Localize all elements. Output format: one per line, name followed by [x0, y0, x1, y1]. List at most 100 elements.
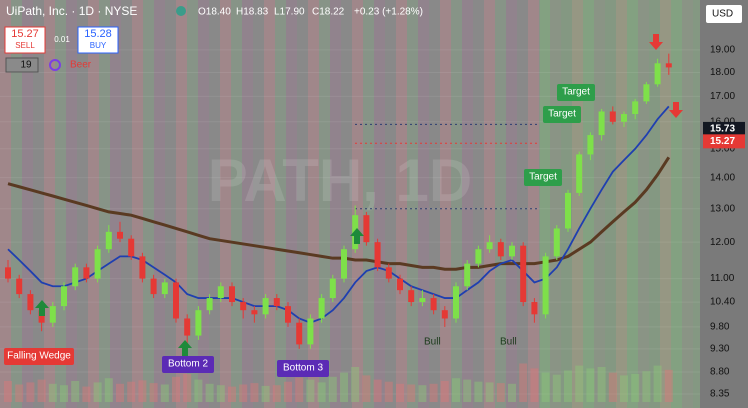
annotation: Bull	[500, 337, 517, 348]
volume-bar	[642, 371, 651, 402]
volume-bar	[519, 363, 528, 402]
y-tick-label: 18.00	[710, 67, 735, 78]
volume-bar	[530, 368, 539, 402]
volume-bar	[26, 382, 35, 402]
volume-bar	[373, 379, 382, 402]
volume-bar	[116, 383, 124, 402]
candle-body	[27, 294, 34, 311]
volume-bar	[250, 383, 259, 402]
annotation-box	[557, 84, 595, 101]
candle-body	[486, 242, 493, 250]
volume-bar	[664, 369, 673, 402]
candle-body	[240, 302, 247, 311]
currency: USD	[712, 9, 733, 20]
buy-button[interactable]	[77, 26, 119, 54]
candle-body	[285, 306, 291, 323]
annotation-box	[162, 356, 214, 373]
volume-bar	[306, 379, 315, 402]
candle-body	[598, 111, 605, 136]
volume-bar	[60, 385, 68, 402]
candle-body	[363, 215, 370, 243]
volume-bar	[508, 383, 516, 402]
volume-bar	[15, 384, 24, 402]
annotation: Falling Wedge	[7, 351, 71, 362]
ohlc-value: H18.83	[236, 7, 269, 18]
interval-box[interactable]	[5, 57, 39, 73]
candle-body	[621, 114, 627, 122]
up-arrow	[35, 300, 49, 316]
volume-bar	[407, 384, 416, 402]
candle-body	[251, 310, 258, 315]
volume-bar	[127, 381, 136, 402]
candle-body	[94, 249, 101, 279]
y-tick-label: 11.00	[710, 273, 735, 284]
volume-bar	[160, 384, 169, 402]
volume-bar	[496, 383, 505, 402]
annotation-box	[4, 348, 74, 365]
candle-body	[520, 245, 527, 303]
volume-bar	[239, 384, 248, 402]
volume-bar	[597, 367, 606, 402]
candle-body	[206, 298, 213, 311]
volume-bar	[653, 365, 662, 402]
candle-body	[173, 282, 179, 319]
session-stripes	[0, 0, 700, 408]
y-tick-label: 9.30	[710, 343, 730, 354]
candle-body	[262, 298, 269, 315]
volume-bar	[351, 367, 360, 402]
volume-bar	[284, 381, 292, 402]
bull-zone	[540, 0, 700, 408]
volume-bar	[586, 368, 595, 402]
volume-bar	[82, 386, 91, 402]
volume-bar	[93, 382, 102, 402]
candle-body	[184, 318, 191, 336]
y-tick-label: 9.80	[710, 322, 730, 333]
volume-bar	[340, 372, 348, 402]
candle-body	[542, 256, 549, 315]
up-arrow	[178, 340, 192, 356]
candle-body	[318, 298, 325, 319]
price-tag	[703, 134, 745, 149]
volume-bar	[183, 374, 192, 402]
volume-bar	[4, 381, 12, 402]
volume-bar	[37, 379, 46, 402]
y-tick-label: 10.40	[710, 297, 735, 308]
status-dot	[176, 6, 186, 16]
volume-bar	[575, 365, 584, 402]
up-arrow	[350, 228, 364, 244]
volume-bar	[362, 375, 371, 402]
candle-body	[553, 228, 560, 257]
currency-box[interactable]	[706, 5, 742, 23]
volume-bar	[48, 383, 57, 402]
refresh-icon[interactable]	[49, 59, 61, 71]
price-tag-label: 15.73	[710, 124, 735, 135]
candle-body	[5, 267, 11, 279]
volume-bar	[552, 374, 561, 402]
candle-body	[161, 282, 168, 295]
candle-body	[83, 267, 90, 279]
candle-body	[16, 278, 23, 295]
volume-bar	[541, 372, 550, 402]
candle-body	[576, 154, 583, 193]
annotation-box	[524, 169, 562, 186]
candle-body	[273, 298, 280, 307]
candle-body	[654, 63, 661, 85]
moving-average	[7, 156, 671, 271]
candle-body	[408, 290, 415, 303]
volume-bar	[474, 381, 483, 402]
candle-body	[341, 249, 347, 279]
candle-body	[307, 318, 314, 345]
annotation: Target	[529, 172, 557, 183]
price-axis	[700, 0, 748, 408]
candle-body	[643, 84, 650, 102]
buy-price: 15.28	[84, 28, 112, 40]
volume-bar	[172, 376, 180, 402]
volume-bar	[228, 386, 236, 402]
down-arrow	[669, 102, 683, 118]
annotation: Target	[562, 87, 590, 98]
volume-bar	[485, 382, 494, 402]
volume-bar	[104, 378, 113, 402]
y-tick-label: 15.00	[710, 143, 735, 154]
sell-button[interactable]	[4, 26, 46, 54]
